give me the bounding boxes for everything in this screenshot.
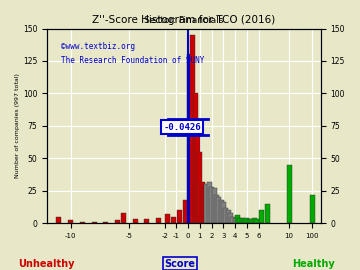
Bar <box>233 218 238 223</box>
Bar <box>310 195 315 223</box>
Bar <box>249 219 254 223</box>
Bar <box>207 182 212 223</box>
Bar <box>230 217 235 223</box>
Bar <box>177 210 182 223</box>
Text: Sector: Financials: Sector: Financials <box>144 16 224 25</box>
Bar <box>252 218 257 223</box>
Bar <box>195 122 200 223</box>
Bar <box>183 200 188 223</box>
Y-axis label: Number of companies (997 total): Number of companies (997 total) <box>15 73 20 178</box>
Bar <box>287 165 292 223</box>
Bar <box>200 182 205 223</box>
Bar <box>212 188 217 223</box>
Text: -0.0426: -0.0426 <box>163 123 201 131</box>
Bar <box>216 197 221 223</box>
Bar <box>56 217 61 223</box>
Bar <box>254 219 259 223</box>
Bar <box>204 184 210 223</box>
Bar <box>187 55 192 223</box>
Bar <box>156 218 161 223</box>
Bar <box>68 221 73 223</box>
Bar <box>193 93 198 223</box>
Bar <box>247 219 252 223</box>
Bar <box>214 195 219 223</box>
Bar <box>244 218 249 223</box>
Bar <box>165 214 170 223</box>
Bar <box>259 210 264 223</box>
Bar <box>171 217 176 223</box>
Bar <box>115 221 120 223</box>
Text: ©www.textbiz.org: ©www.textbiz.org <box>61 42 135 51</box>
Bar <box>190 35 195 223</box>
Bar <box>265 204 270 223</box>
Bar <box>80 222 85 223</box>
Bar <box>202 187 207 223</box>
Bar <box>91 222 96 223</box>
Text: The Research Foundation of SUNY: The Research Foundation of SUNY <box>61 56 204 65</box>
Bar <box>219 200 224 223</box>
Bar <box>237 218 242 223</box>
Bar <box>228 213 233 223</box>
Title: Z''-Score Histogram for TCO (2016): Z''-Score Histogram for TCO (2016) <box>92 15 275 25</box>
Bar <box>133 219 138 223</box>
Bar <box>121 213 126 223</box>
Bar <box>103 222 108 223</box>
Bar <box>223 208 228 223</box>
Text: Healthy: Healthy <box>292 259 334 269</box>
Bar <box>226 210 231 223</box>
Bar <box>144 219 149 223</box>
Text: Unhealthy: Unhealthy <box>19 259 75 269</box>
Text: Score: Score <box>165 259 195 269</box>
Bar <box>197 152 202 223</box>
Bar <box>242 219 247 223</box>
Bar <box>235 215 240 223</box>
Bar <box>221 202 226 223</box>
Bar <box>209 187 214 223</box>
Bar <box>240 218 245 223</box>
